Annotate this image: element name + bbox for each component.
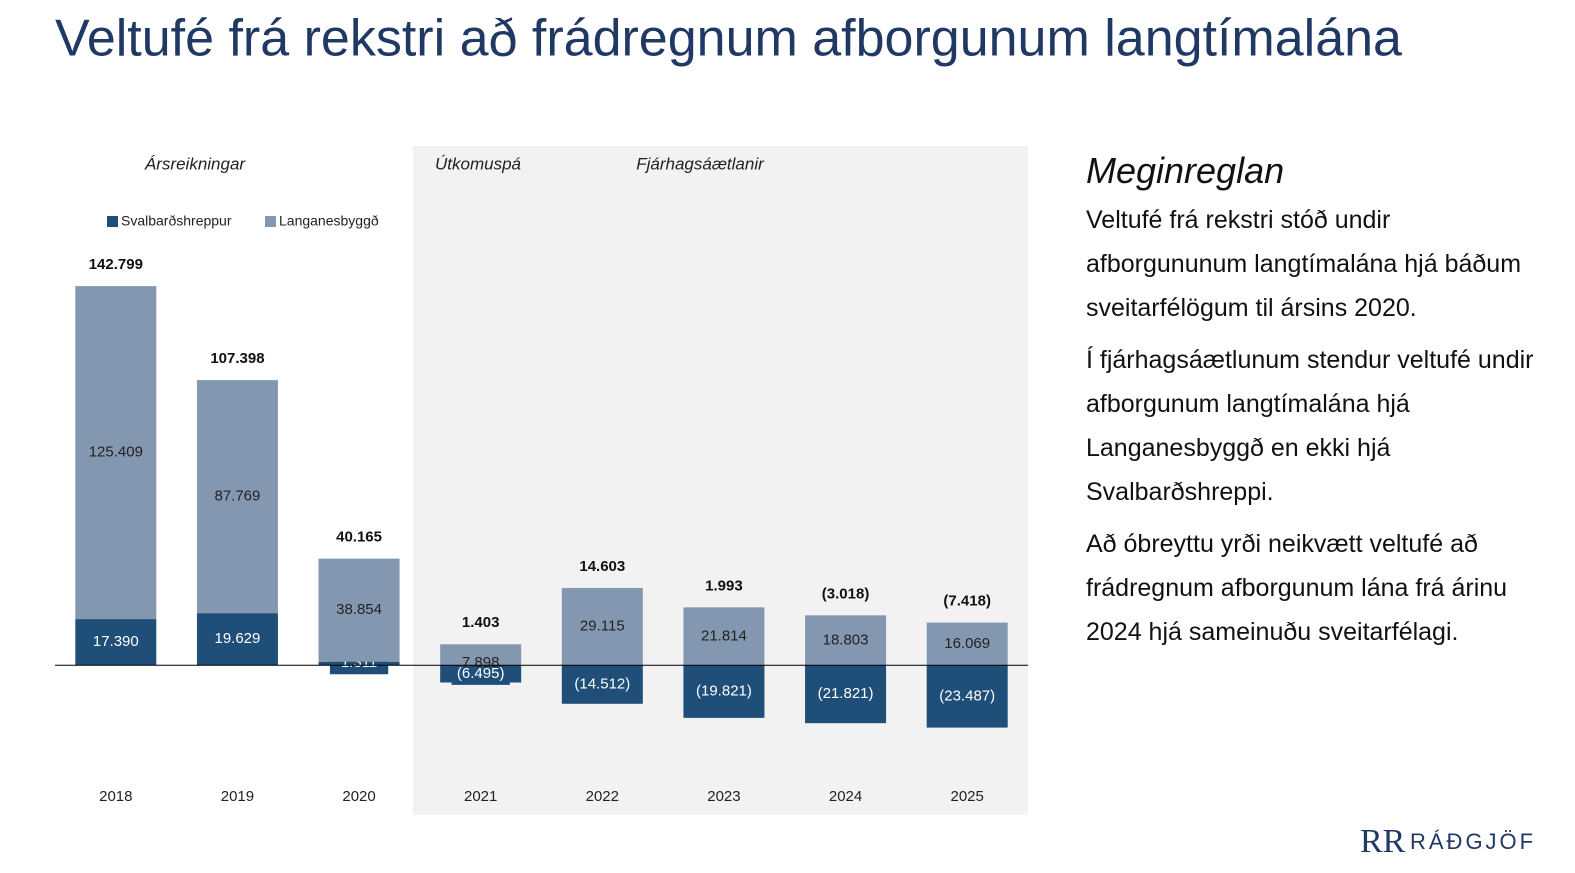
logo-mark: RR [1360,823,1406,860]
value-label: 87.769 [214,488,260,505]
sidebar: Meginreglan Veltufé frá rekstri stóð und… [1086,150,1556,662]
x-tick-label: 2024 [829,788,862,805]
legend-label: Svalbarðshreppur [121,213,232,229]
value-label: 19.629 [214,630,260,647]
value-label: (14.512) [574,675,630,692]
value-label: (23.487) [939,687,995,704]
bar-segment [805,665,887,724]
legend-label: Langanesbyggð [279,213,379,229]
x-tick-label: 2020 [342,788,375,805]
bar-segment [196,613,278,666]
x-tick-label: 2019 [221,788,254,805]
total-label: 40.165 [336,529,382,546]
bar-segment [318,558,400,662]
value-label: 21.814 [701,627,747,644]
bar-segment [926,665,1008,728]
legend-swatch [107,216,118,227]
total-label: 107.398 [210,350,264,367]
label-bg [451,662,510,685]
bar-segment [683,665,765,718]
sidebar-heading: Meginreglan [1086,150,1285,191]
value-label: 125.409 [89,444,143,461]
bar-segment [926,622,1008,666]
total-label: 1.403 [462,614,500,631]
x-tick-label: 2021 [464,788,497,805]
section-label: Fjárhagsáætlanir [636,154,765,173]
x-tick-label: 2025 [951,788,984,805]
bar-segment [683,607,765,666]
bar-segment [75,286,157,620]
logo: RÁÐGJÖF [1410,829,1536,854]
value-label: (21.821) [818,685,874,702]
section-label: Ársreikningar [144,154,246,173]
value-label: 29.115 [580,618,625,635]
value-label: 18.803 [823,631,869,648]
value-label: 38.854 [336,601,382,618]
total-label: 1.993 [705,577,743,594]
bar-segment [440,644,522,666]
total-label: 142.799 [89,256,143,273]
slide-title: Veltufé frá rekstri að frádregnum afborg… [55,10,1402,68]
x-tick-label: 2018 [99,788,132,805]
total-label: (3.018) [822,585,870,602]
svg-text:RR: RR [1360,823,1406,860]
paragraph: Að óbreyttu yrði neikvætt veltufé að frá… [1086,530,1508,646]
value-label: (6.495) [457,665,505,682]
bar-segment [561,665,643,704]
bar-segment [561,587,643,666]
value-label: 17.390 [93,633,139,650]
value-label: 7.898 [462,654,500,671]
total-label: (7.418) [943,593,991,610]
paragraph: Veltufé frá rekstri stóð undir afborgunu… [1086,206,1522,322]
total-label: 14.603 [579,558,625,575]
x-tick-label: 2023 [707,788,740,805]
legend-swatch [265,216,276,227]
value-label: (19.821) [696,683,752,700]
value-label: 16.069 [944,635,990,652]
paragraph: Í fjárhagsáætlunum stendur veltufé undir… [1086,346,1534,506]
bar-segment [196,380,278,614]
bar-segment [805,615,887,666]
bar-segment [75,619,157,666]
x-tick-label: 2022 [586,788,619,805]
section-label: Útkomuspá [435,154,521,173]
